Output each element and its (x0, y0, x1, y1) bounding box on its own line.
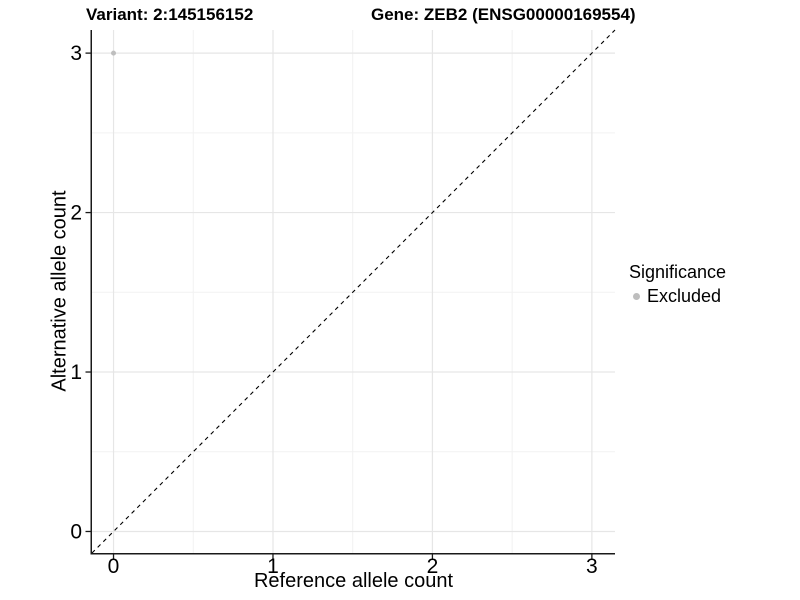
y-tick-label: 3 (70, 42, 82, 65)
y-tick-label: 0 (70, 520, 82, 543)
y-tick-label: 1 (70, 361, 82, 384)
legend-item: Excluded (629, 286, 726, 307)
legend: Significance Excluded (629, 262, 726, 307)
y-axis-title: Alternative allele count (48, 190, 71, 392)
legend-key-dot (633, 293, 640, 300)
x-tick-label: 3 (586, 555, 598, 578)
x-tick-label: 2 (427, 555, 439, 578)
identity-dashed-line (91, 29, 616, 554)
x-tick-label: 1 (267, 555, 279, 578)
legend-items: Excluded (629, 286, 726, 307)
legend-title: Significance (629, 262, 727, 282)
y-tick-label: 2 (70, 202, 82, 225)
x-axis-title: Reference allele count (253, 570, 453, 592)
legend-item-label: Excluded (647, 286, 722, 306)
x-tick-label: 0 (108, 555, 120, 578)
plot-title-variant: Variant: 2:145156152 (86, 5, 254, 24)
data-point (111, 50, 117, 56)
plot-title-gene: Gene: ZEB2 (ENSG00000169554) (371, 5, 636, 24)
